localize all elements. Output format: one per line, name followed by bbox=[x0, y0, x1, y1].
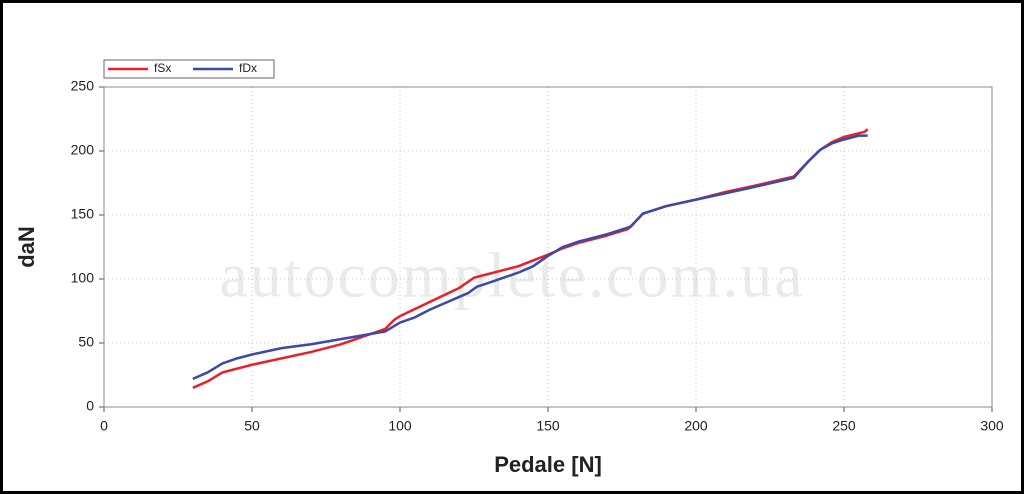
x-tick-label: 300 bbox=[980, 418, 1004, 434]
x-tick-label: 0 bbox=[100, 418, 108, 434]
x-tick-label: 250 bbox=[832, 418, 856, 434]
legend-label: fDx bbox=[239, 61, 257, 75]
y-tick-label: 250 bbox=[71, 78, 95, 94]
y-tick-label: 200 bbox=[71, 142, 95, 158]
y-axis-label: daN bbox=[14, 226, 39, 268]
plot-frame bbox=[103, 86, 993, 408]
x-tick-label: 100 bbox=[388, 418, 412, 434]
legend-box bbox=[103, 59, 275, 79]
series-line bbox=[192, 134, 868, 380]
y-tick-label: 0 bbox=[86, 398, 94, 414]
x-tick-label: 150 bbox=[536, 418, 560, 434]
y-tick-label: 150 bbox=[71, 206, 95, 222]
x-tick-label: 50 bbox=[244, 418, 260, 434]
y-tick-label: 100 bbox=[71, 270, 95, 286]
y-tick-label: 50 bbox=[78, 334, 94, 350]
legend-label: fSx bbox=[154, 61, 171, 75]
x-tick-label: 200 bbox=[684, 418, 708, 434]
x-axis-label: Pedale [N] bbox=[494, 452, 602, 477]
